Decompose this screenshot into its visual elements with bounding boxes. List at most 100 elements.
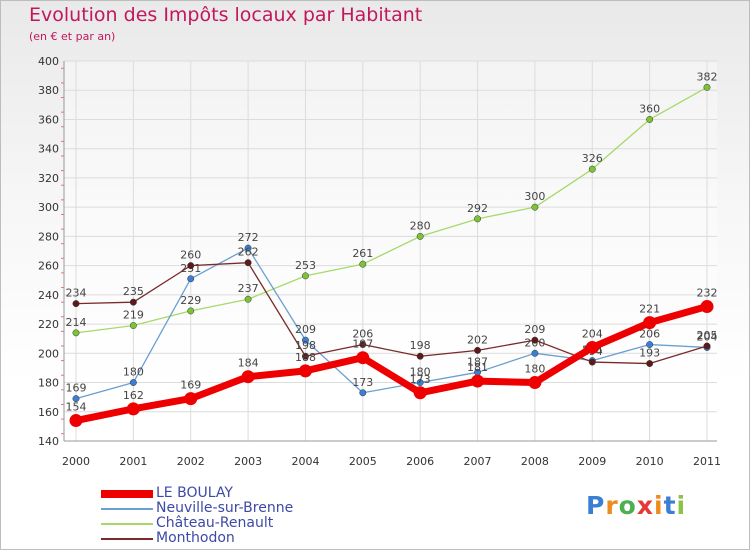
data-point — [471, 374, 485, 388]
data-point — [356, 351, 370, 365]
y-tick-label: 400 — [38, 55, 59, 68]
chart-subtitle: (en € et par an) — [29, 30, 116, 43]
series-line — [72, 303, 711, 425]
data-point — [646, 116, 654, 123]
legend-item-monthodon: Monthodon — [101, 531, 293, 546]
y-tick-label: 260 — [38, 260, 59, 273]
data-label: 219 — [123, 309, 144, 322]
data-point — [531, 336, 539, 344]
data-point — [244, 259, 252, 267]
data-point — [474, 215, 481, 223]
data-label: 202 — [467, 333, 488, 346]
logo-letter: t — [663, 491, 677, 520]
chart-title: Evolution des Impôts locaux par Habitant — [29, 4, 423, 26]
x-tick-label: 2008 — [521, 455, 549, 468]
data-label: 209 — [295, 323, 316, 336]
data-point — [72, 329, 80, 337]
y-tick-label: 160 — [38, 406, 59, 419]
data-label: 187 — [467, 355, 488, 368]
data-label: 169 — [66, 382, 87, 395]
data-point — [72, 395, 80, 403]
data-label: 262 — [238, 246, 259, 259]
data-label: 253 — [295, 259, 316, 272]
data-label: 197 — [352, 338, 373, 351]
y-tick-label: 360 — [38, 113, 59, 126]
data-point — [703, 342, 711, 350]
data-point — [531, 203, 539, 211]
y-tick-label: 280 — [38, 230, 59, 243]
data-label: 188 — [295, 351, 316, 364]
data-label: 205 — [697, 329, 718, 342]
x-tick-label: 2007 — [464, 455, 492, 468]
y-tick-label: 380 — [38, 84, 59, 97]
data-point — [244, 295, 252, 303]
data-label: 180 — [410, 366, 431, 379]
logo-letter: r — [605, 491, 619, 520]
series-line — [75, 247, 708, 400]
data-point — [302, 352, 309, 360]
data-point — [703, 83, 711, 91]
data-point — [187, 307, 195, 315]
y-tick-label: 200 — [38, 347, 59, 360]
data-point — [413, 386, 427, 400]
series-line — [75, 86, 708, 334]
data-label: 198 — [295, 339, 316, 352]
data-point — [359, 389, 367, 397]
data-label: 280 — [410, 219, 431, 232]
legend-swatch-neuville — [101, 507, 153, 510]
data-label: 382 — [697, 70, 718, 83]
data-label: 206 — [352, 328, 373, 341]
legend-swatch-chateau-renault — [101, 522, 153, 525]
data-point — [646, 341, 654, 348]
proxiti-logo: Proxiti — [586, 491, 686, 520]
data-label: 214 — [66, 316, 87, 329]
y-tick-label: 300 — [38, 201, 59, 214]
data-label: 234 — [66, 287, 87, 300]
x-tick-label: 2002 — [177, 455, 205, 468]
data-label: 232 — [697, 287, 718, 300]
data-point — [588, 165, 596, 173]
data-point — [416, 232, 424, 240]
data-label: 221 — [639, 303, 660, 316]
data-point — [69, 414, 83, 428]
data-point — [302, 272, 309, 280]
data-label: 180 — [524, 363, 545, 376]
data-label: 237 — [238, 282, 259, 295]
chart-legend: LE BOULAY Neuville-sur-Brenne Château-Re… — [101, 486, 293, 546]
data-label: 206 — [639, 328, 660, 341]
logo-letter: o — [618, 491, 637, 520]
data-point — [241, 370, 255, 384]
data-point — [187, 275, 195, 283]
x-tick-label: 2001 — [119, 455, 147, 468]
data-point — [359, 341, 367, 348]
data-label: 184 — [238, 357, 259, 370]
series-line — [75, 262, 708, 365]
data-label: 169 — [180, 379, 201, 392]
legend-item-neuville: Neuville-sur-Brenne — [101, 501, 293, 516]
data-label: 261 — [352, 247, 373, 260]
y-tick-label: 140 — [38, 435, 59, 448]
logo-letter: i — [654, 491, 664, 520]
legend-label-chateau-renault: Château-Renault — [156, 515, 274, 531]
y-tick-label: 240 — [38, 289, 59, 302]
data-label: 173 — [352, 376, 373, 389]
data-point — [585, 340, 599, 354]
legend-item-chateau-renault: Château-Renault — [101, 516, 293, 531]
x-tick-label: 2009 — [578, 455, 606, 468]
data-point — [643, 316, 657, 330]
x-tick-label: 2005 — [349, 455, 377, 468]
data-label: 300 — [524, 190, 545, 203]
data-label: 292 — [467, 202, 488, 215]
data-label: 326 — [582, 152, 603, 165]
x-tick-label: 2010 — [636, 455, 664, 468]
data-point — [298, 364, 312, 378]
data-point — [416, 379, 424, 386]
data-label: 173 — [410, 373, 431, 386]
data-label: 260 — [180, 249, 201, 262]
logo-letter: x — [636, 491, 654, 520]
data-point — [244, 244, 252, 252]
legend-label-monthodon: Monthodon — [156, 530, 235, 546]
x-tick-label: 2011 — [693, 455, 721, 468]
data-label: 154 — [66, 401, 87, 414]
data-point — [129, 379, 137, 386]
